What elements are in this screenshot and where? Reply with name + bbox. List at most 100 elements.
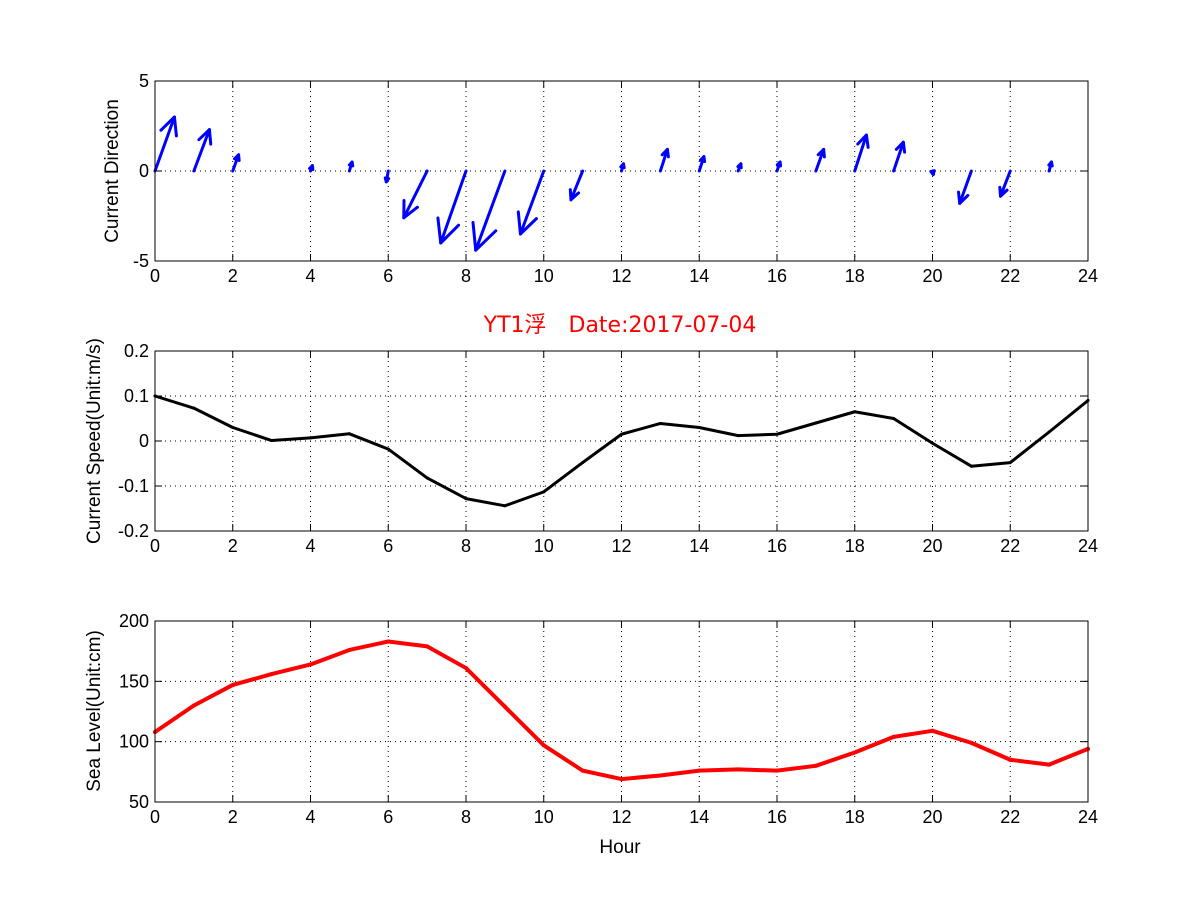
sea-level-x-tick-label: 8 (461, 807, 471, 827)
direction-x-tick-label: 18 (845, 266, 865, 286)
direction-x-tick-label: 6 (383, 266, 393, 286)
speed-series-line-point (620, 432, 623, 436)
direction-arrow (568, 169, 585, 202)
direction-y-tick-label: 0 (139, 161, 149, 181)
sea-level-x-tick-label: 14 (689, 807, 709, 827)
direction-x-tick-labels: 0 2 4 6 8 10 12 14 16 18 20 22 24 (150, 266, 1098, 286)
direction-arrow-head (929, 169, 936, 177)
sea-level-series-line-point (658, 773, 663, 778)
sea-level-x-tick-label: 10 (534, 807, 554, 827)
speed-x-tick-label: 10 (534, 536, 554, 556)
direction-arrow-head (471, 220, 498, 252)
direction-arrows (153, 115, 1054, 252)
direction-arrow-head (197, 128, 213, 146)
direction-arrow-shaft (958, 169, 973, 205)
sea-level-series-line-point (464, 666, 468, 671)
speed-y-tick-label: -0.1 (118, 476, 149, 496)
speed-x-tick-label: 6 (383, 536, 393, 556)
direction-x-tick-label: 10 (534, 266, 554, 286)
direction-arrow-shaft (853, 133, 868, 173)
speed-series-line-point (1047, 430, 1051, 434)
speed-frame (154, 350, 1089, 532)
direction-frame (154, 80, 1089, 262)
direction-arrow-shaft (153, 115, 176, 173)
sea-level-series-line-point (386, 639, 391, 644)
direction-y-tick-label: -5 (133, 251, 149, 271)
chart-title: YT1浮 Date:2017-07-04 (483, 313, 757, 338)
speed-series-line-point (775, 432, 779, 436)
sea-level-series-line-point (308, 662, 313, 667)
direction-arrow-shaft (518, 169, 546, 236)
direction-arrow-head (308, 164, 315, 172)
direction-arrow-head (894, 140, 907, 154)
speed-series-line-point (386, 447, 390, 451)
speed-series-line-point (931, 441, 934, 445)
speed-y-tick-labels: -0.2 -0.1 0 0.1 0.2 (118, 341, 149, 541)
sea-level-series-line-point (891, 734, 896, 739)
direction-arrow-shaft (439, 169, 468, 245)
sea-level-line-layer (153, 639, 1090, 782)
direction-panel: 0 2 4 6 8 10 12 14 16 18 20 22 24 -505 Current Direc… (102, 71, 1098, 286)
direction-x-tick-label: 0 (150, 266, 160, 286)
direction-arrow-shaft (814, 147, 826, 173)
sea-level-series-line-point (619, 777, 624, 782)
speed-x-tick-label: 12 (611, 536, 631, 556)
direction-arrow (516, 169, 546, 236)
direction-arrow (308, 164, 315, 173)
direction-x-tick-label: 12 (611, 266, 631, 286)
sea-level-series-line-point (191, 703, 196, 708)
sea-level-x-tick-label: 0 (150, 807, 160, 827)
direction-arrow-head (775, 160, 783, 168)
sea-level-series-line-point (1047, 762, 1052, 767)
speed-series-line-point (697, 426, 701, 429)
speed-series-line-point (736, 434, 740, 438)
sea-level-series-line-point (775, 768, 779, 773)
speed-x-tick-label: 8 (461, 536, 471, 556)
sea-level-series-line-point (269, 672, 274, 677)
direction-arrow (929, 169, 936, 177)
direction-arrow-head (159, 115, 178, 138)
sea-level-y-tick-label: 100 (119, 732, 149, 752)
speed-x-tick-label: 16 (767, 536, 787, 556)
speed-series-line-point (892, 417, 896, 420)
speed-y-tick-label: -0.2 (118, 521, 149, 541)
speed-series-line-point (347, 432, 351, 436)
sea-level-series-line-point (230, 682, 235, 687)
direction-arrow-head (856, 133, 870, 149)
speed-series-line-point (658, 421, 662, 425)
direction-arrow (957, 169, 973, 205)
speed-series-line-point (581, 461, 585, 465)
sea-level-y-tick-label: 50 (129, 792, 149, 812)
direction-x-tick-label: 16 (767, 266, 787, 286)
direction-x-tick-label: 14 (689, 266, 709, 286)
direction-arrow (231, 153, 241, 173)
sea-level-y-tick-label: 150 (119, 671, 149, 691)
direction-arrow-head (619, 162, 626, 170)
sea-level-series-line-point (425, 644, 430, 649)
speed-series-line-point (309, 436, 312, 440)
sea-level-grid (154, 620, 1089, 803)
sea-level-series-line-point (969, 740, 974, 745)
sea-level-x-tick-label: 6 (383, 807, 393, 827)
speed-series-line-point (464, 497, 468, 501)
sea-level-x-tick-labels: 0 2 4 6 8 10 12 14 16 18 20 22 24 (150, 807, 1098, 827)
sea-level-series-line-point (347, 647, 352, 652)
speed-x-tick-label: 14 (689, 536, 709, 556)
sea-level-x-tick-label: 12 (611, 807, 631, 827)
direction-x-tick-label: 22 (1000, 266, 1020, 286)
sea-level-x-tick-label: 4 (305, 807, 315, 827)
sea-level-y-axis-label: Sea Level(Unit:cm) (84, 630, 105, 792)
direction-arrow-shaft (892, 140, 905, 173)
direction-arrow-head (816, 147, 826, 159)
direction-arrow (697, 155, 707, 173)
direction-arrow-shaft (569, 169, 585, 202)
speed-y-axis-label: Current Speed(Unit:m/s) (84, 338, 105, 544)
speed-series-line-point (270, 439, 274, 443)
direction-arrow (402, 169, 429, 220)
sea-level-frame (154, 620, 1089, 803)
speed-x-tick-label: 18 (845, 536, 865, 556)
direction-arrow (192, 128, 213, 173)
direction-arrow-head (698, 155, 707, 164)
direction-arrow-head (436, 216, 461, 245)
